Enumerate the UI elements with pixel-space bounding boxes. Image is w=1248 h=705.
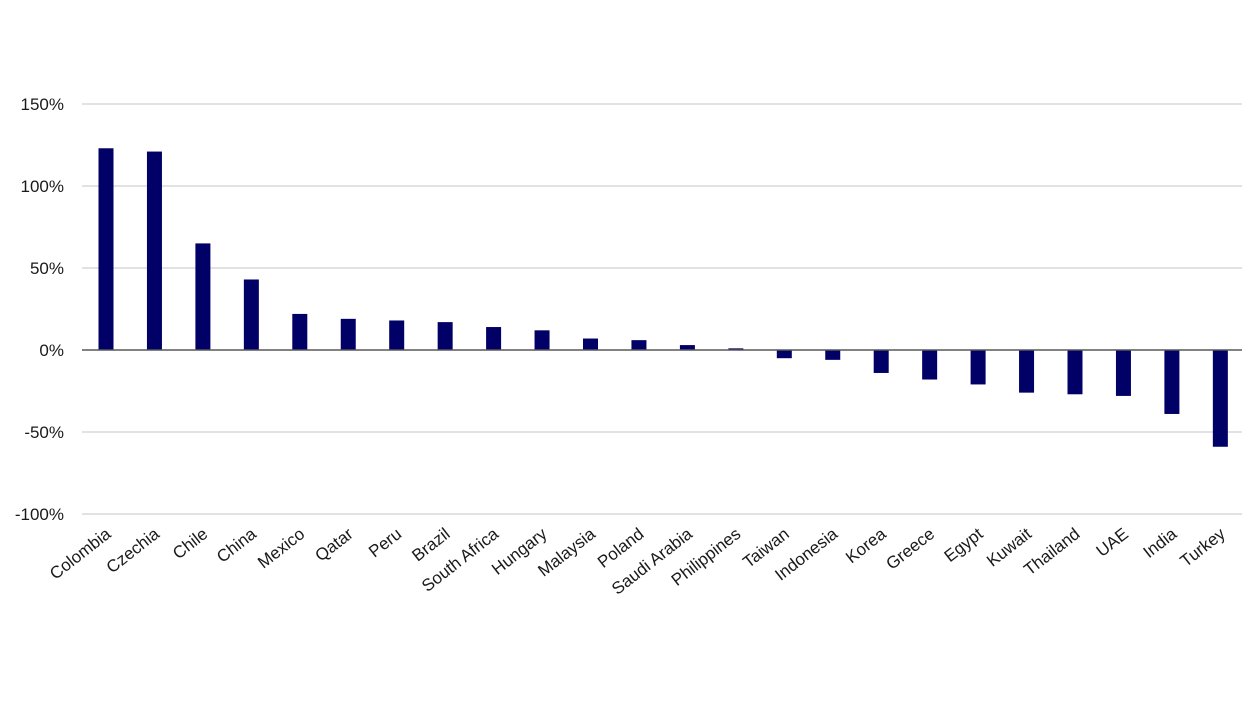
y-tick-label: 100% (21, 177, 64, 196)
bar (437, 322, 453, 350)
bar (292, 313, 308, 350)
x-category-label: Czechia (103, 524, 164, 577)
x-category-label: Qatar (312, 524, 357, 565)
bar (340, 318, 356, 350)
y-axis-ticks: 150% 100% 50% 0% -50% -100% (15, 95, 64, 524)
bar (146, 151, 162, 350)
x-category-label: Greece (882, 524, 938, 573)
bar (970, 350, 986, 385)
bar (195, 243, 211, 350)
bar (873, 350, 889, 373)
x-category-label: Peru (365, 524, 405, 561)
bars (98, 148, 1228, 447)
bar (1019, 350, 1035, 393)
y-tick-label: -50% (24, 423, 64, 442)
bar (825, 350, 841, 360)
x-category-label: China (213, 524, 260, 567)
y-tick-label: 150% (21, 95, 64, 114)
y-tick-label: -100% (15, 505, 64, 524)
bar (243, 279, 259, 350)
y-tick-label: 50% (30, 259, 64, 278)
x-category-label: UAE (1093, 524, 1132, 561)
bar (1164, 350, 1180, 414)
bar (776, 350, 792, 359)
x-category-label: Mexico (254, 524, 308, 572)
bar (679, 345, 695, 350)
bar (534, 330, 550, 350)
x-category-label: Turkey (1177, 524, 1230, 571)
bar (1212, 350, 1228, 447)
y-tick-label: 0% (39, 341, 64, 360)
x-category-label: Chile (169, 524, 211, 563)
bar (389, 320, 405, 350)
bar (1115, 350, 1131, 396)
x-category-label: India (1140, 524, 1181, 562)
bar (922, 350, 938, 380)
bar (728, 348, 744, 350)
gridlines (82, 103, 1242, 515)
x-category-label: Thailand (1020, 524, 1083, 579)
bar (98, 148, 114, 350)
bar (486, 327, 502, 350)
x-category-label: Egypt (941, 524, 987, 566)
x-category-label: Colombia (46, 524, 115, 584)
bar (631, 340, 647, 350)
bar (583, 338, 598, 350)
bar (1067, 350, 1083, 395)
